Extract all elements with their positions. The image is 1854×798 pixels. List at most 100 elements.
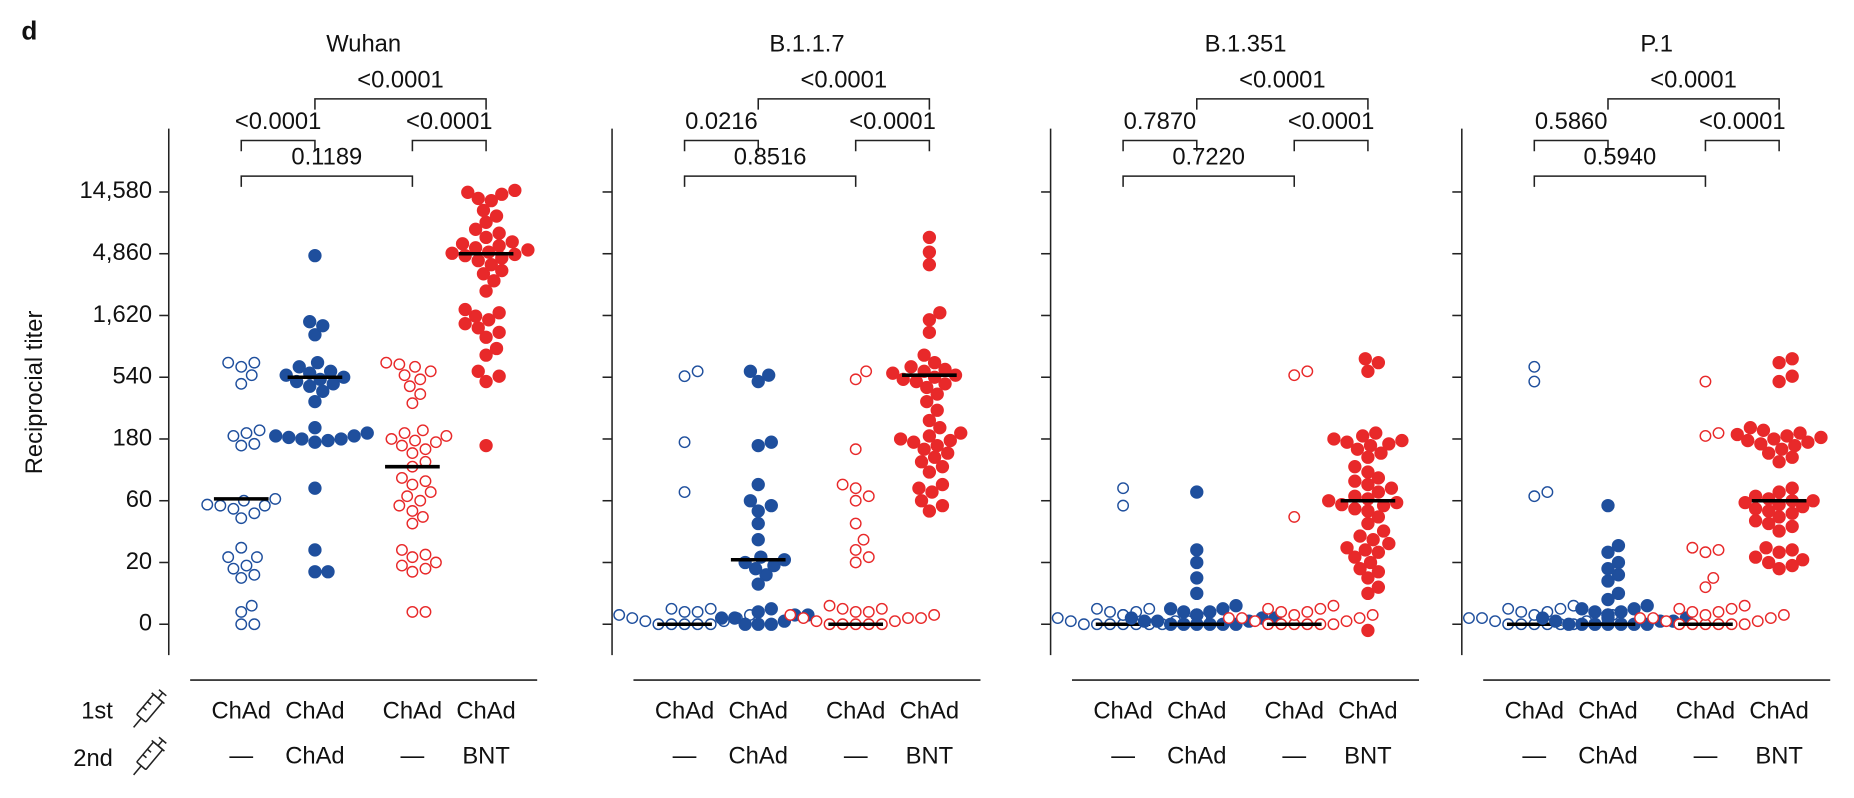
data-point [738, 617, 752, 631]
data-point [479, 374, 493, 389]
data-point [1785, 450, 1799, 464]
data-point [414, 373, 427, 386]
p-value: 0.8516 [734, 144, 807, 171]
data-point [1363, 438, 1378, 453]
data-point [925, 485, 939, 499]
data-point [764, 602, 778, 616]
data-point [917, 348, 931, 362]
data-point [1177, 605, 1191, 619]
data-point [823, 599, 836, 612]
data-point [914, 494, 929, 508]
data-point [1751, 615, 1764, 628]
data-point [1190, 555, 1204, 570]
data-point [1549, 614, 1563, 628]
significance-bracket [240, 175, 414, 187]
data-point [862, 605, 875, 618]
data-point [1476, 612, 1488, 625]
data-point [471, 364, 485, 378]
p-value: <0.0001 [1288, 108, 1375, 135]
data-point [326, 377, 340, 391]
first-dose-label: ChAd [1505, 697, 1564, 724]
y-tick-label: 180 [112, 424, 152, 451]
first-dose-label: ChAd [729, 697, 788, 724]
data-point [222, 356, 235, 369]
data-point [836, 602, 849, 615]
data-point [1361, 492, 1375, 506]
data-point [930, 387, 944, 401]
data-point [1601, 545, 1615, 559]
second-dose-label: — [1522, 743, 1546, 770]
data-point [836, 478, 849, 491]
data-point [1772, 355, 1786, 370]
data-point [922, 465, 937, 479]
data-point [308, 435, 322, 449]
data-point [1712, 427, 1725, 440]
first-dose-label: ChAd [1676, 697, 1735, 724]
data-point [295, 432, 309, 446]
data-point [928, 609, 941, 621]
first-dose-label: ChAd [456, 697, 515, 724]
syringe-icon [133, 689, 167, 728]
data-point [1163, 602, 1178, 616]
data-point [482, 313, 496, 327]
data-point [489, 341, 504, 356]
data-point [416, 424, 429, 437]
p-value: <0.0001 [235, 108, 322, 135]
data-point [1699, 581, 1712, 594]
data-point [1104, 605, 1116, 618]
data-point [1528, 360, 1541, 373]
p-value: <0.0001 [849, 108, 936, 135]
data-point [1634, 612, 1647, 625]
data-point [1340, 615, 1353, 628]
data-point [1275, 605, 1288, 618]
data-point [235, 618, 248, 631]
data-point [1764, 612, 1777, 625]
data-point [849, 517, 862, 530]
panel-title: B.1.1.7 [769, 31, 844, 58]
first-dose-label: ChAd [1167, 697, 1226, 724]
data-point [458, 248, 472, 263]
data-point [1361, 450, 1375, 464]
data-point [1806, 494, 1820, 508]
data-point [471, 321, 485, 335]
data-point [476, 267, 491, 281]
data-point [784, 609, 797, 621]
data-point [414, 388, 427, 401]
y-tick-label: 60 [126, 486, 152, 513]
data-point [1356, 429, 1370, 443]
data-point [665, 602, 678, 615]
dose-row-label: 2nd [73, 745, 113, 772]
data-point [1772, 524, 1786, 538]
data-point [1288, 510, 1301, 523]
data-point [1371, 510, 1386, 524]
data-point [691, 605, 704, 618]
data-point [308, 394, 322, 409]
data-point [1673, 602, 1686, 615]
data-point [385, 433, 398, 445]
data-point [751, 516, 765, 531]
data-point [495, 187, 509, 201]
data-point [1775, 442, 1789, 456]
data-point [714, 611, 729, 625]
data-point [1785, 369, 1799, 383]
data-point [240, 559, 253, 572]
data-point [1541, 486, 1554, 499]
data-point [1288, 609, 1301, 621]
data-point [393, 499, 406, 512]
p-value: 0.5940 [1584, 144, 1657, 171]
data-point [1203, 605, 1217, 619]
data-point [245, 599, 258, 612]
data-point [1611, 586, 1626, 601]
data-point [1190, 543, 1204, 557]
data-point [1462, 612, 1475, 625]
data-point [487, 274, 501, 288]
p-value: 0.7870 [1124, 108, 1197, 135]
data-point [303, 379, 317, 393]
data-point [1801, 435, 1815, 449]
second-dose-label: — [401, 743, 425, 770]
data-point [1738, 618, 1751, 631]
data-point [419, 562, 432, 575]
data-point [1361, 465, 1375, 479]
data-point [857, 533, 870, 546]
data-point [613, 609, 626, 621]
